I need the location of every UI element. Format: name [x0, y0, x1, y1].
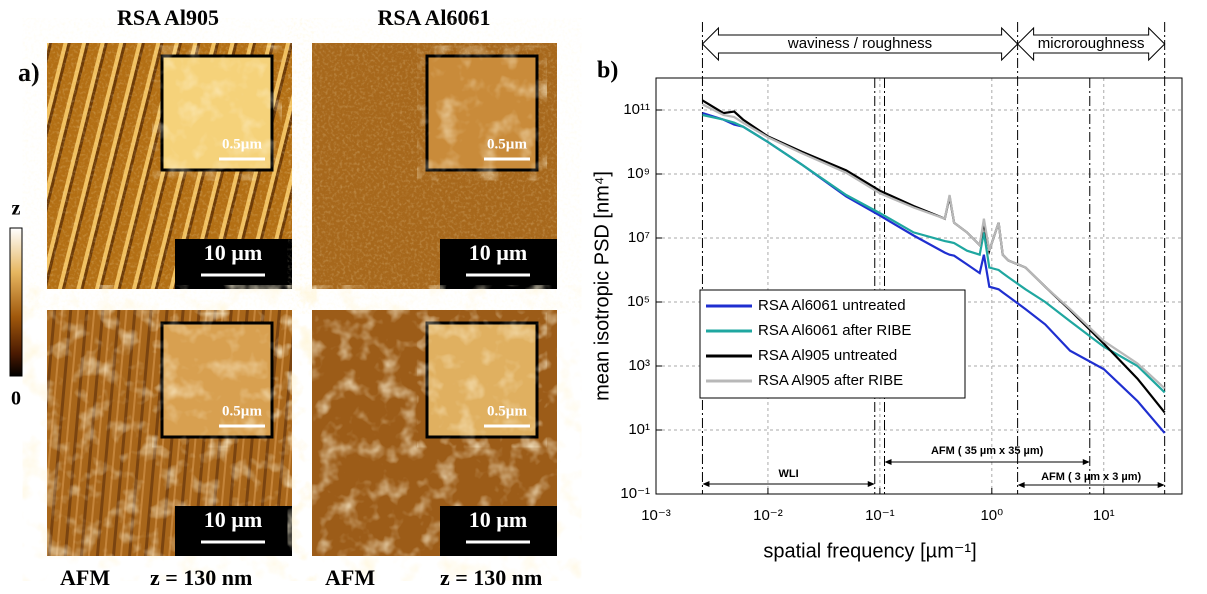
- x-tick-label: 10⁰: [980, 507, 1003, 524]
- series-line: [702, 113, 1166, 394]
- legend-label: RSA Al6061 untreated: [758, 297, 906, 314]
- panel-label: a): [18, 58, 40, 87]
- y-tick-label: 10⁵: [627, 293, 650, 310]
- panel-a: a) RSA Al905 RSA Al6061 z 0 0.5µm 10 µm 0.…: [9, 5, 557, 590]
- y-tick-label: 10⁷: [628, 229, 650, 246]
- inset-texture: [163, 57, 271, 169]
- x-axis-label: spatial frequency [µm⁻¹]: [763, 540, 976, 562]
- region-label: waviness / roughness: [787, 35, 932, 52]
- scale-bar-label: 10 µm: [204, 240, 263, 265]
- colorbar-label: z: [12, 198, 21, 220]
- scale-bar-box: [175, 506, 292, 556]
- panel-b: b) spatial frequency [µm⁻¹] mean isotrop…: [591, 22, 1183, 562]
- inset-scale-label: 0.5µm: [487, 403, 527, 419]
- range-label: AFM ( 3 µm x 3 µm): [1041, 471, 1141, 483]
- scale-bar-box: [440, 239, 557, 289]
- colorbar-label: 0: [11, 388, 21, 410]
- range-label: AFM ( 35 µm x 35 µm): [931, 445, 1044, 457]
- scale-bar-box: [175, 239, 292, 289]
- y-tick-label: 10¹¹: [623, 101, 650, 118]
- x-tick-label: 10⁻²: [753, 507, 783, 524]
- x-tick-label: 10⁻¹: [865, 507, 895, 524]
- inset-texture: [428, 57, 536, 169]
- column-title: RSA Al6061: [377, 5, 490, 30]
- footer-text: AFM: [60, 565, 110, 590]
- y-tick-label: 10⁻¹: [620, 485, 650, 502]
- y-axis-label: mean isotropic PSD [nm⁴]: [591, 171, 613, 401]
- range-label: WLI: [779, 468, 799, 480]
- scale-bar-label: 10 µm: [469, 240, 528, 265]
- inset-texture: [163, 324, 271, 436]
- y-tick-label: 10¹: [628, 421, 650, 438]
- y-tick-label: 10⁹: [627, 165, 650, 182]
- legend-label: RSA Al905 untreated: [758, 347, 897, 364]
- colorbar: [9, 227, 23, 377]
- inset-scale-label: 0.5µm: [222, 136, 262, 152]
- legend-label: RSA Al6061 after RIBE: [758, 322, 911, 339]
- inset-scale-label: 0.5µm: [222, 403, 262, 419]
- inset-scale-label: 0.5µm: [487, 136, 527, 152]
- footer-text: z = 130 nm: [150, 565, 252, 590]
- region-label: microroughness: [1038, 35, 1145, 52]
- footer-text: AFM: [325, 565, 375, 590]
- panel-label: b): [597, 58, 618, 84]
- legend-label: RSA Al905 after RIBE: [758, 372, 903, 389]
- scale-bar-label: 10 µm: [469, 507, 528, 532]
- footer-text: z = 130 nm: [440, 565, 542, 590]
- plot-frame: [655, 77, 1183, 495]
- y-tick-label: 10³: [628, 357, 650, 374]
- x-tick-label: 10⁻³: [641, 507, 671, 524]
- column-title: RSA Al905: [117, 5, 219, 30]
- scale-bar-label: 10 µm: [204, 507, 263, 532]
- scale-bar-box: [440, 506, 557, 556]
- series-line: [702, 103, 1166, 390]
- region-arrow: [1016, 26, 1166, 62]
- inset-texture: [428, 324, 536, 436]
- x-tick-label: 10¹: [1093, 507, 1115, 524]
